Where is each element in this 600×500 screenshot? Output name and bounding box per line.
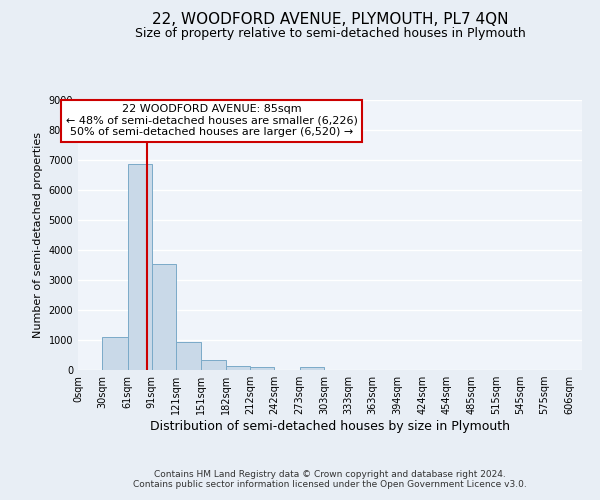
Bar <box>250 368 274 370</box>
Y-axis label: Number of semi-detached properties: Number of semi-detached properties <box>33 132 43 338</box>
Bar <box>176 342 200 370</box>
Text: 22 WOODFORD AVENUE: 85sqm
← 48% of semi-detached houses are smaller (6,226)
50% : 22 WOODFORD AVENUE: 85sqm ← 48% of semi-… <box>65 104 358 137</box>
Text: 22, WOODFORD AVENUE, PLYMOUTH, PL7 4QN: 22, WOODFORD AVENUE, PLYMOUTH, PL7 4QN <box>152 12 508 28</box>
Bar <box>226 366 250 370</box>
Bar <box>152 264 176 370</box>
Text: Contains HM Land Registry data © Crown copyright and database right 2024.
Contai: Contains HM Land Registry data © Crown c… <box>133 470 527 489</box>
Text: Size of property relative to semi-detached houses in Plymouth: Size of property relative to semi-detach… <box>134 28 526 40</box>
Bar <box>128 164 152 370</box>
Bar <box>200 360 226 370</box>
Bar <box>103 337 128 370</box>
X-axis label: Distribution of semi-detached houses by size in Plymouth: Distribution of semi-detached houses by … <box>150 420 510 433</box>
Bar <box>299 368 324 370</box>
